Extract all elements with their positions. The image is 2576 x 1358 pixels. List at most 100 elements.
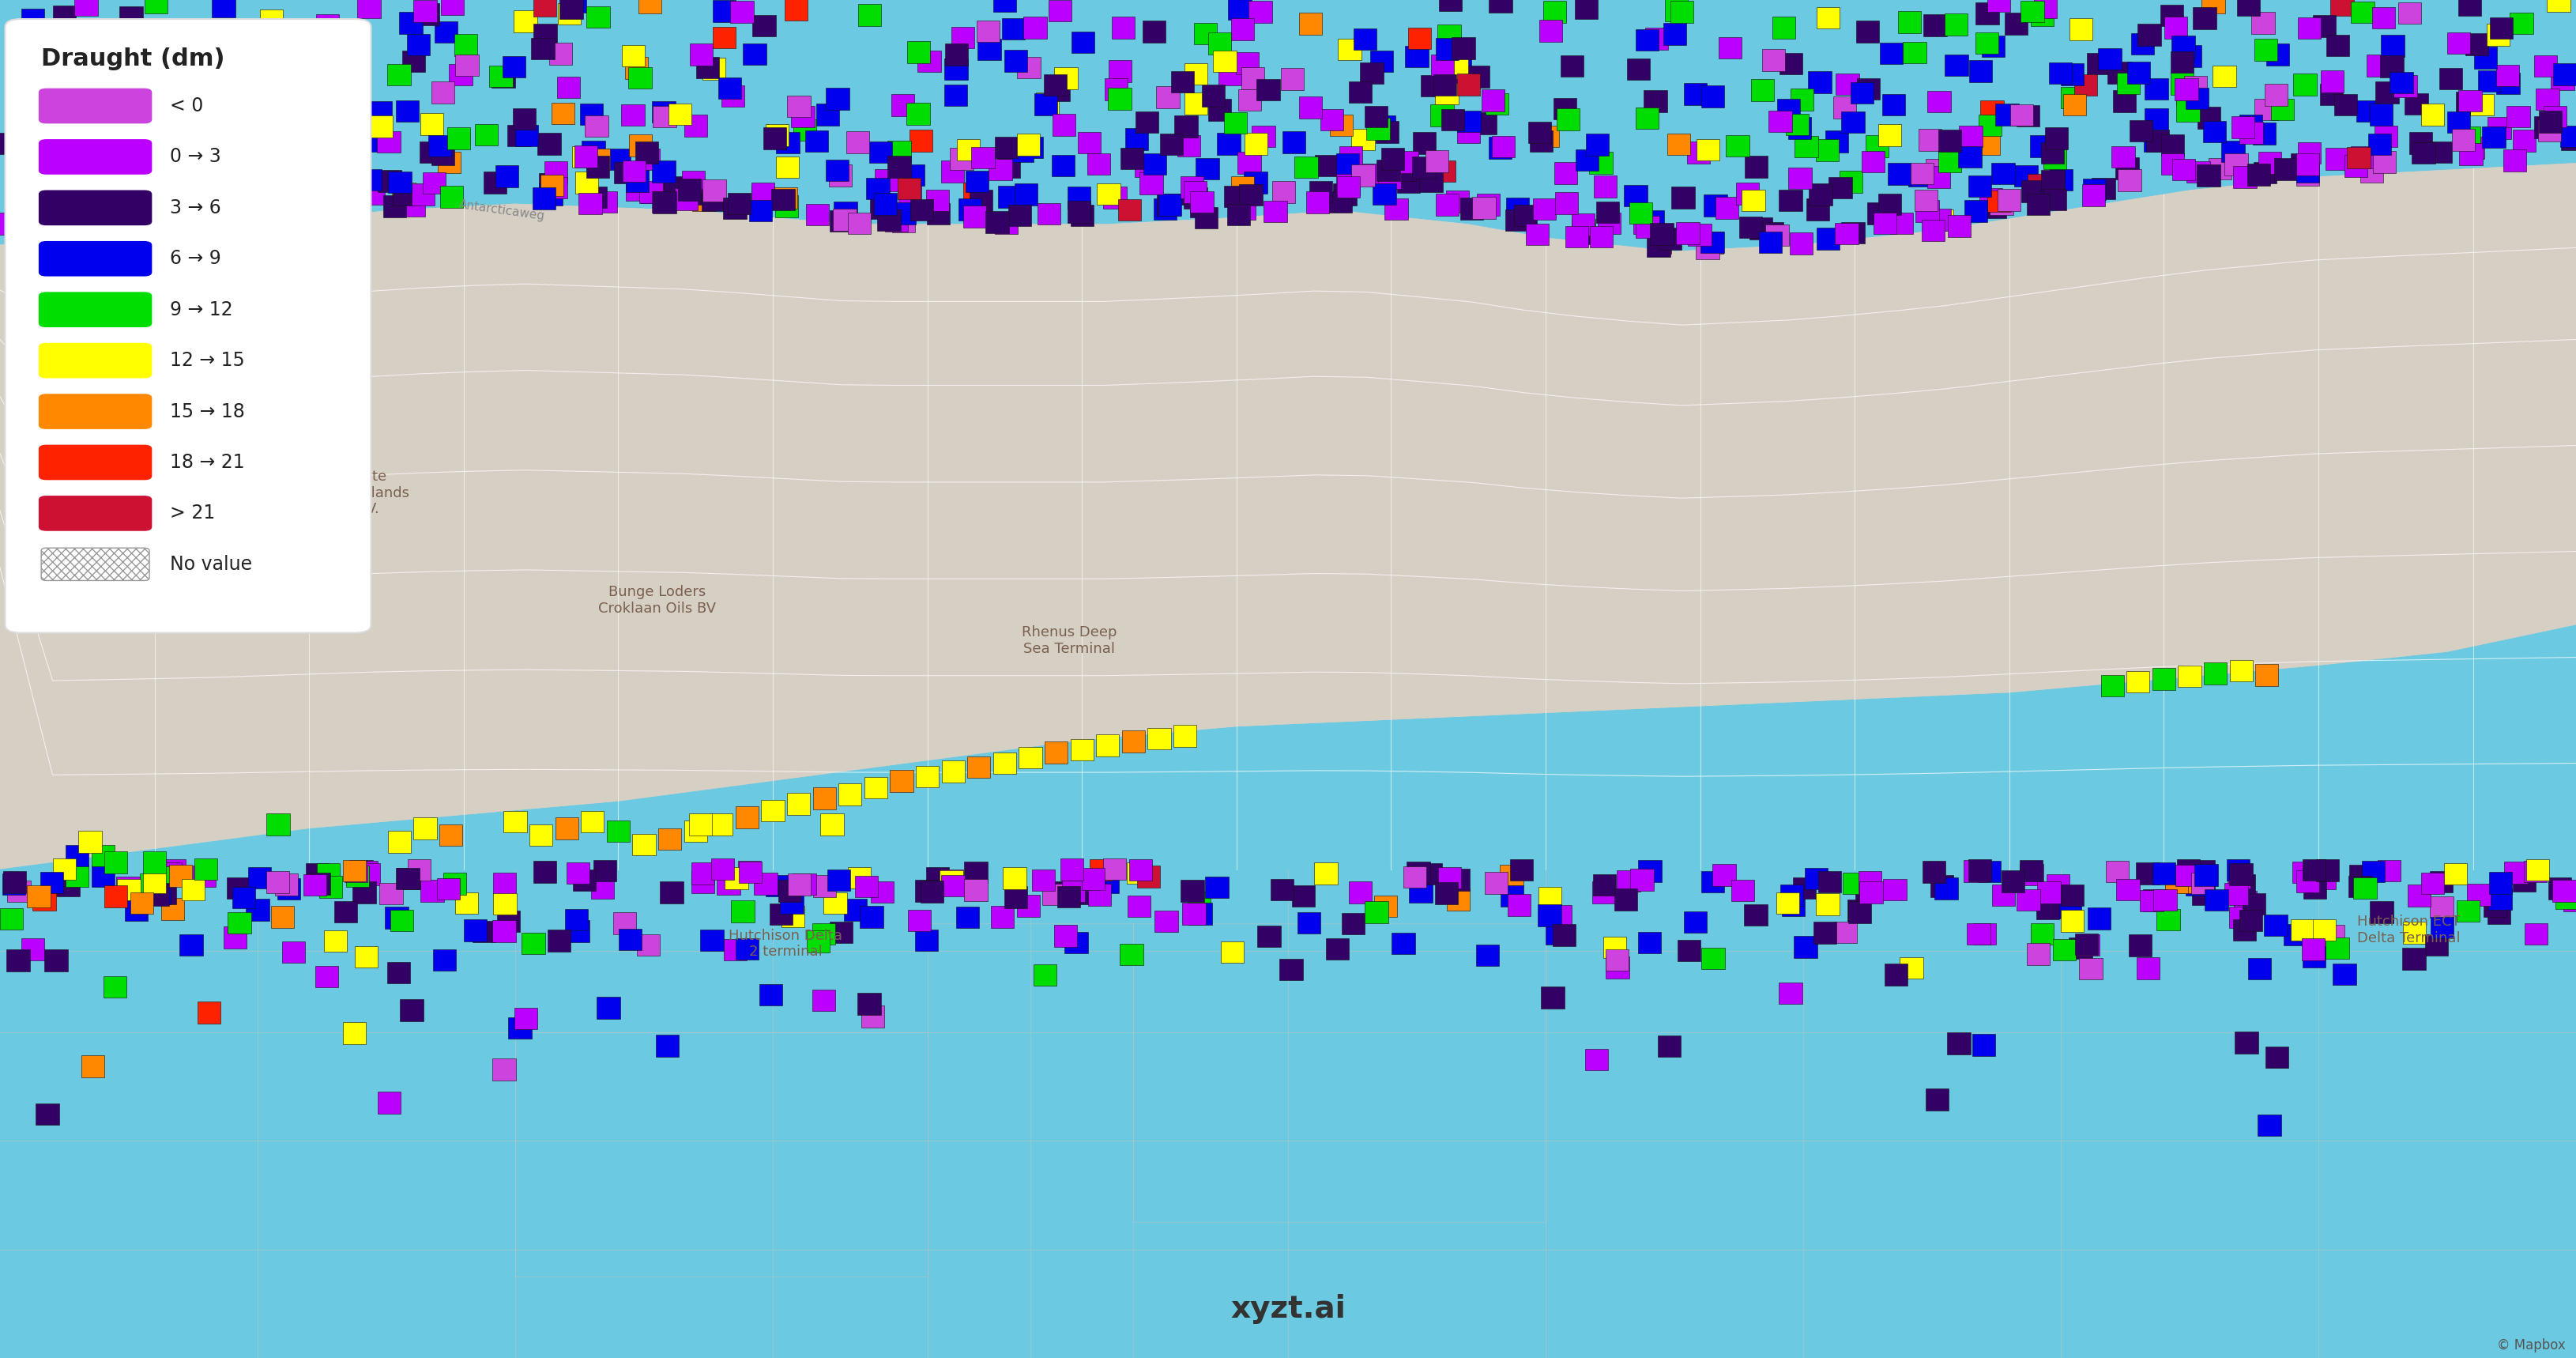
Bar bbox=[126, 37, 149, 58]
Bar bbox=[636, 141, 659, 163]
Bar bbox=[2303, 945, 2326, 967]
Bar bbox=[685, 115, 708, 137]
Bar bbox=[2164, 16, 2187, 38]
Bar bbox=[639, 181, 662, 202]
Bar bbox=[793, 120, 817, 141]
Bar bbox=[2143, 130, 2166, 152]
Bar bbox=[963, 182, 987, 204]
Bar bbox=[0, 213, 15, 235]
Bar bbox=[222, 132, 245, 153]
Bar bbox=[971, 147, 994, 168]
Bar bbox=[2411, 143, 2434, 164]
Bar bbox=[402, 194, 425, 216]
Bar bbox=[1788, 117, 1811, 139]
Bar bbox=[724, 197, 747, 219]
Bar bbox=[714, 27, 737, 49]
Bar bbox=[654, 1035, 677, 1057]
Bar bbox=[835, 202, 858, 224]
Bar bbox=[969, 756, 989, 778]
Bar bbox=[2352, 1, 2375, 23]
Bar bbox=[214, 19, 237, 41]
Text: No value: No value bbox=[170, 555, 252, 573]
Bar bbox=[2553, 64, 2576, 86]
Bar bbox=[2228, 864, 2251, 885]
Bar bbox=[2069, 18, 2092, 39]
Bar bbox=[399, 12, 422, 34]
Bar bbox=[2172, 73, 2195, 95]
Bar bbox=[2172, 159, 2195, 181]
Bar bbox=[1548, 904, 1571, 926]
Bar bbox=[1257, 926, 1280, 948]
Bar bbox=[2231, 117, 2254, 139]
Bar bbox=[2344, 155, 2367, 177]
Bar bbox=[829, 210, 853, 232]
Bar bbox=[1816, 140, 1839, 162]
FancyBboxPatch shape bbox=[39, 344, 152, 379]
Bar bbox=[1561, 56, 1584, 77]
Bar bbox=[291, 24, 314, 46]
Bar bbox=[1144, 153, 1167, 175]
Bar bbox=[118, 7, 142, 29]
Bar bbox=[1667, 133, 1690, 155]
Bar bbox=[1924, 15, 1947, 37]
Bar bbox=[317, 14, 340, 35]
Bar bbox=[2293, 861, 2316, 883]
Bar bbox=[1546, 923, 1569, 945]
Bar bbox=[1677, 940, 1700, 961]
Bar bbox=[2192, 860, 2215, 881]
Bar bbox=[829, 921, 853, 942]
Bar bbox=[729, 193, 752, 215]
Bar bbox=[2174, 865, 2197, 887]
Bar bbox=[956, 907, 979, 929]
Bar bbox=[2409, 884, 2432, 906]
Bar bbox=[26, 174, 49, 196]
Bar bbox=[2202, 121, 2226, 143]
Bar bbox=[1136, 155, 1159, 177]
Bar bbox=[1636, 107, 1659, 129]
Bar bbox=[1842, 873, 1865, 895]
Bar bbox=[2254, 162, 2277, 183]
Bar bbox=[67, 88, 90, 110]
Bar bbox=[1628, 58, 1651, 80]
Bar bbox=[1806, 868, 1829, 889]
Bar bbox=[871, 881, 894, 903]
Bar bbox=[281, 37, 304, 58]
Bar bbox=[781, 906, 804, 928]
Bar bbox=[247, 162, 270, 183]
Bar bbox=[1960, 125, 1984, 147]
Bar bbox=[969, 190, 992, 212]
Bar bbox=[2496, 72, 2519, 94]
Bar bbox=[1860, 881, 1883, 903]
Bar bbox=[894, 202, 917, 224]
Bar bbox=[2117, 72, 2141, 94]
Bar bbox=[1123, 731, 1144, 752]
Bar bbox=[474, 124, 497, 145]
Bar bbox=[1404, 866, 1427, 888]
Bar bbox=[255, 141, 278, 163]
Bar bbox=[2468, 884, 2491, 906]
Bar bbox=[77, 216, 100, 238]
Bar bbox=[126, 206, 149, 228]
Bar bbox=[386, 961, 410, 983]
Bar bbox=[2192, 883, 2215, 904]
Bar bbox=[1899, 11, 1922, 33]
Bar bbox=[1002, 18, 1025, 39]
Bar bbox=[636, 148, 659, 170]
Bar bbox=[623, 160, 647, 182]
Bar bbox=[958, 198, 981, 220]
Text: < 0: < 0 bbox=[170, 96, 204, 115]
Bar bbox=[737, 938, 760, 960]
Bar bbox=[538, 174, 562, 196]
Bar bbox=[204, 106, 227, 128]
Bar bbox=[1978, 187, 2002, 209]
Bar bbox=[917, 766, 938, 788]
Bar bbox=[1190, 196, 1213, 217]
Bar bbox=[1883, 879, 1906, 900]
Bar bbox=[2298, 18, 2321, 39]
Bar bbox=[1499, 865, 1522, 887]
Bar bbox=[13, 45, 36, 67]
Bar bbox=[1615, 888, 1638, 910]
Bar bbox=[82, 144, 106, 166]
Bar bbox=[2213, 65, 2236, 87]
FancyBboxPatch shape bbox=[39, 445, 152, 481]
